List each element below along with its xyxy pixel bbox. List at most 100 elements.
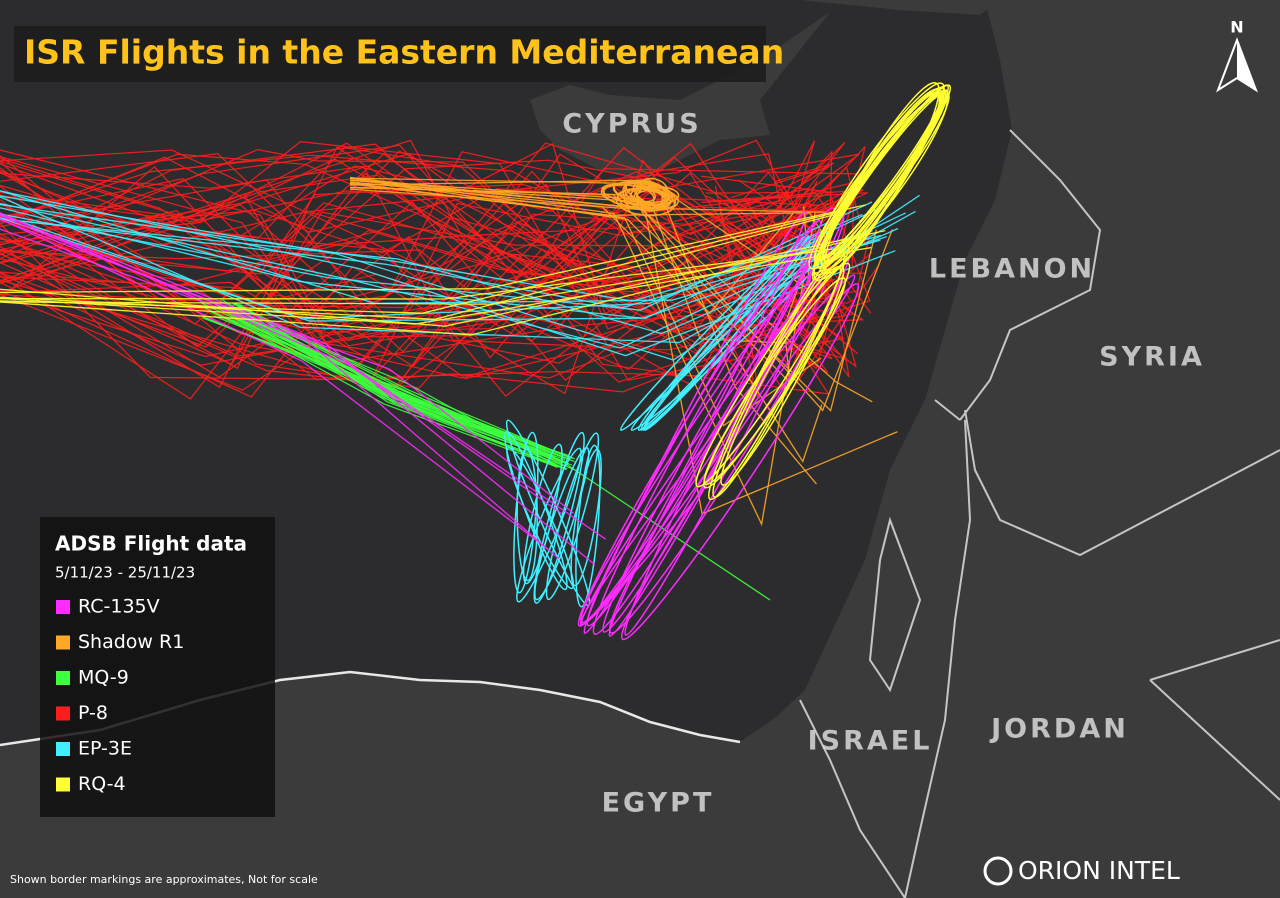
title-box	[14, 26, 766, 82]
legend-label: EP-3E	[78, 738, 132, 760]
flight-track	[0, 190, 881, 304]
legend-label: RC-135V	[78, 596, 160, 618]
flight-track	[0, 218, 607, 540]
flight-track	[0, 153, 835, 379]
flight-track	[0, 212, 563, 515]
flight-track	[0, 207, 887, 319]
flight-track	[0, 149, 864, 299]
place-label: LEBANON	[929, 254, 1095, 285]
flight-track	[0, 147, 834, 291]
flight-track	[0, 142, 804, 355]
flight-track	[533, 431, 585, 604]
flight-track	[0, 194, 920, 361]
flight-track	[0, 144, 833, 360]
legend-items: RC-135V Shadow R1 MQ-9 P-8 EP-3E RQ-4	[56, 596, 184, 795]
flight-track	[0, 203, 819, 393]
place-label: CYPRUS	[562, 109, 701, 140]
flight-track	[349, 182, 822, 427]
footnote: Shown border markings are approximates, …	[10, 873, 318, 886]
legend-box	[40, 517, 275, 817]
flight-track	[349, 177, 817, 485]
flight-track	[0, 217, 882, 309]
borders	[799, 129, 1280, 898]
legend-label: RQ-4	[78, 773, 126, 795]
flight-track	[545, 432, 600, 601]
flight-track	[0, 237, 860, 336]
flight-track	[0, 154, 831, 278]
flight-track	[0, 228, 574, 514]
flight-track	[349, 181, 794, 315]
flight-track	[0, 230, 886, 327]
legend-swatch	[56, 742, 70, 756]
border	[1149, 639, 1280, 801]
legend-swatch	[56, 671, 70, 685]
border	[964, 409, 1280, 557]
title: ISR Flights in the Eastern Mediterranean	[24, 33, 784, 72]
flight-track	[817, 84, 952, 270]
land-turkey	[560, 0, 1000, 15]
flight-track	[0, 159, 760, 400]
flight-track	[0, 227, 789, 357]
flight-track	[0, 211, 855, 370]
flight-track	[349, 188, 893, 412]
border	[959, 129, 1102, 421]
flight-track	[0, 169, 818, 372]
legend-label: MQ-9	[78, 667, 129, 689]
compass-fill	[1237, 40, 1256, 90]
flight-track	[516, 448, 538, 582]
flight-track	[619, 236, 811, 431]
flight-track	[592, 207, 836, 635]
flight-track	[0, 165, 855, 351]
brand-logo	[983, 856, 1013, 886]
flight-track	[0, 213, 596, 566]
flight-track	[504, 430, 568, 591]
flight-track	[0, 248, 833, 300]
flight-track	[575, 444, 601, 608]
place-label: JORDAN	[989, 714, 1129, 745]
flight-track	[225, 316, 558, 468]
flight-track	[0, 209, 846, 314]
flight-track	[513, 431, 539, 594]
place-labels: CYPRUS LEBANON SYRIA ISRAEL JORDAN EGYPT	[562, 109, 1205, 819]
flight-track	[0, 188, 859, 355]
flight-track	[229, 315, 573, 466]
flight-track	[0, 171, 872, 366]
border	[799, 699, 906, 898]
flight-track	[583, 210, 807, 634]
flight-track	[0, 203, 873, 302]
border	[904, 419, 972, 898]
compass-label: N	[1230, 18, 1243, 37]
flight-track	[0, 146, 833, 389]
flight-track	[708, 238, 850, 501]
flight-track	[819, 91, 942, 265]
legend-swatch	[56, 706, 70, 721]
brand: ORION INTEL	[1018, 856, 1180, 885]
border	[934, 399, 961, 421]
flight-track	[0, 142, 868, 315]
legend-label: Shadow R1	[78, 631, 184, 653]
legend-title: ADSB Flight data	[55, 532, 247, 556]
flight-track	[577, 233, 820, 627]
flight-track	[349, 179, 898, 515]
flight-track	[349, 182, 823, 464]
legend-swatch	[56, 600, 70, 614]
legend-swatch	[56, 635, 70, 650]
border	[868, 516, 922, 693]
flight-track	[0, 199, 846, 343]
place-label: EGYPT	[602, 788, 715, 819]
flight-track	[0, 204, 866, 294]
legend-swatch	[56, 777, 70, 792]
flight-track	[0, 140, 845, 381]
flight-track	[0, 140, 816, 363]
flight-track	[234, 302, 570, 460]
place-label: SYRIA	[1099, 342, 1205, 373]
flight-track	[522, 443, 563, 585]
flight-track	[0, 218, 548, 550]
flight-track	[235, 307, 570, 465]
flight-tracks	[0, 82, 952, 641]
land-cyprus	[530, 12, 830, 180]
flight-track	[0, 156, 796, 387]
flight-track	[213, 315, 569, 465]
